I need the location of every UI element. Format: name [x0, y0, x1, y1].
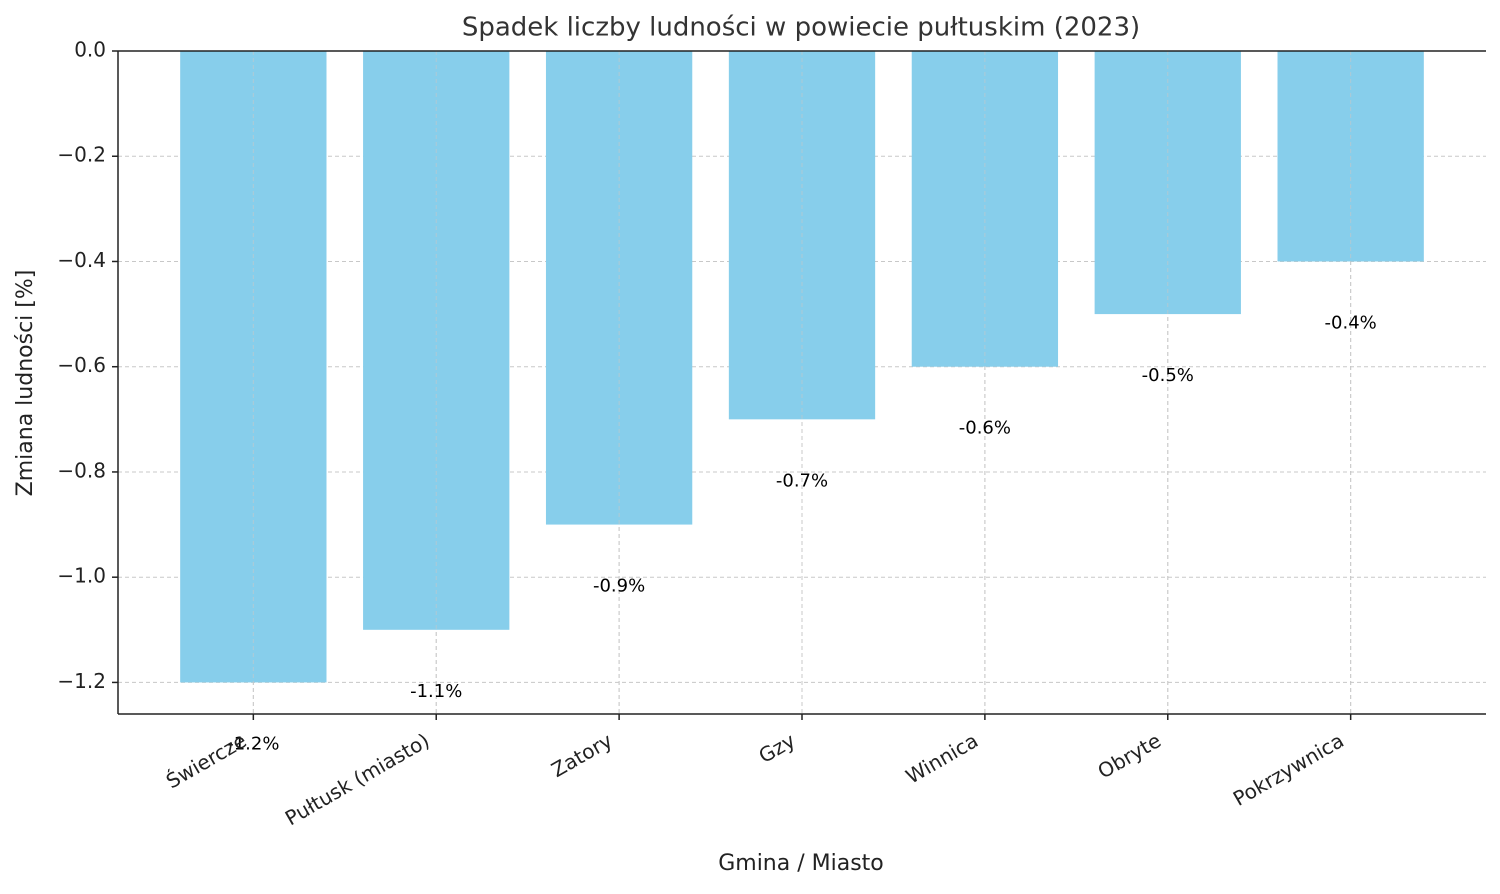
- bar: [1094, 51, 1241, 315]
- x-tick-label: Pułtusk (miasto): [281, 728, 434, 830]
- value-label: -1.1%: [410, 681, 462, 702]
- y-tick-label: −0.8: [57, 458, 106, 482]
- x-tick-label: Świercze: [162, 728, 251, 793]
- x-tick-label: Zatory: [547, 728, 616, 782]
- value-label: -0.6%: [959, 418, 1011, 439]
- y-tick-label: −1.0: [57, 564, 106, 588]
- y-tick-label: −0.6: [57, 353, 106, 377]
- y-tick-label: −0.4: [57, 248, 106, 272]
- value-label: -0.7%: [776, 470, 828, 491]
- value-label: -1.2%: [227, 733, 279, 754]
- x-tick-label: Gzy: [754, 728, 799, 768]
- x-tick-label: Winnica: [902, 728, 982, 788]
- x-tick-label: Obryte: [1094, 728, 1165, 783]
- value-label: -0.4%: [1325, 312, 1377, 333]
- y-tick-label: −0.2: [57, 143, 106, 167]
- value-label: -0.5%: [1142, 365, 1194, 386]
- chart-title: Spadek liczby ludności w powiecie pułtus…: [462, 13, 1140, 43]
- y-tick-label: 0.0: [74, 38, 106, 62]
- x-tick-label: Pokrzywnica: [1229, 728, 1348, 811]
- x-axis-label: Gmina / Miasto: [718, 851, 884, 876]
- y-tick-label: −1.2: [57, 669, 106, 693]
- y-axis-label: Zmiana ludności [%]: [13, 270, 38, 497]
- value-label: -0.9%: [593, 576, 645, 597]
